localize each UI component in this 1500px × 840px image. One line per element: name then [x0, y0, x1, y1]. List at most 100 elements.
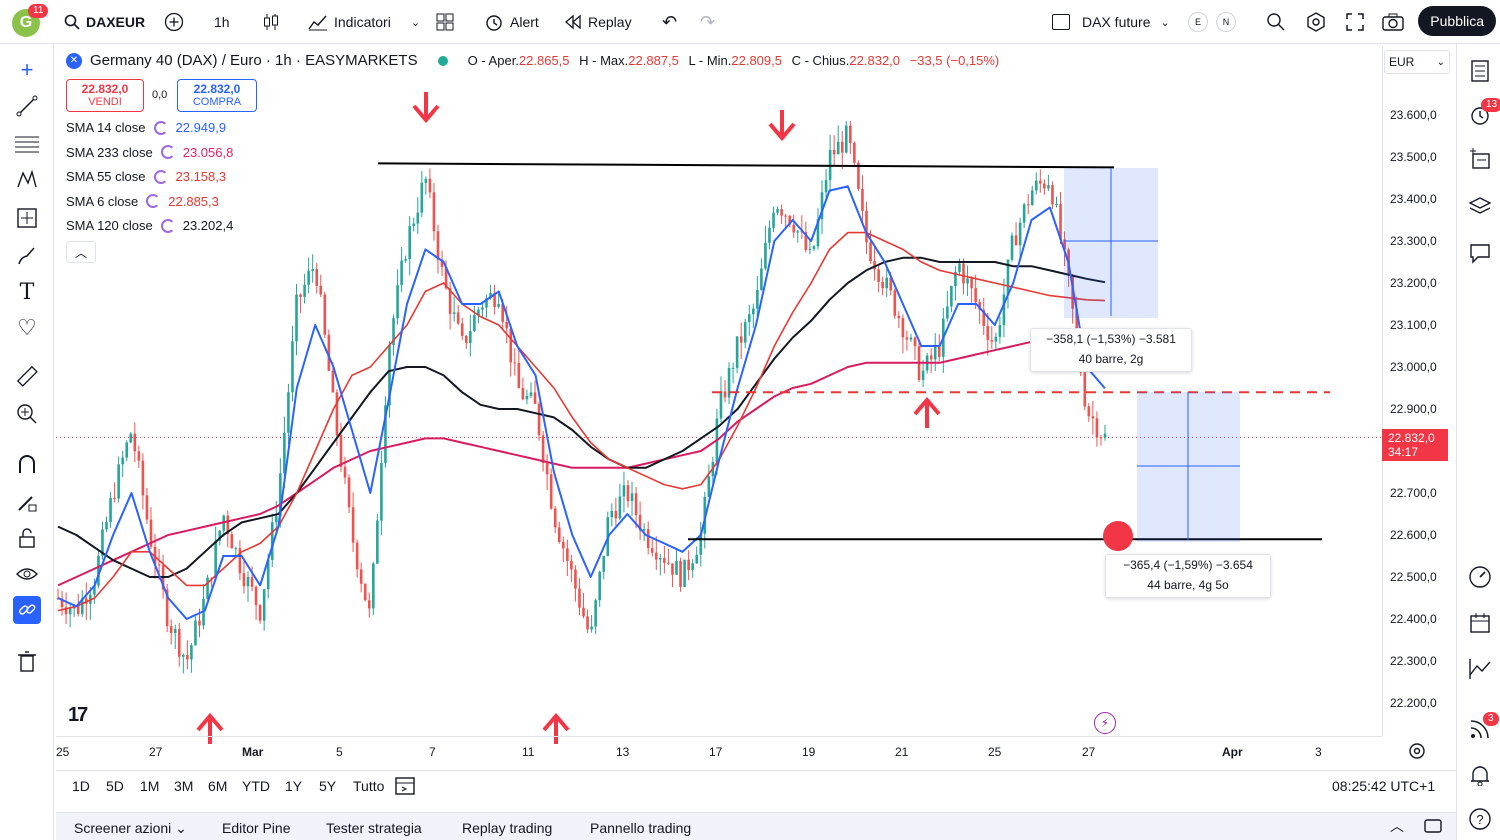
indicators-button[interactable]: Indicatori ⌄: [308, 0, 420, 44]
lightning-icon[interactable]: ⚡: [1094, 712, 1116, 734]
undo-button[interactable]: ↶: [662, 0, 677, 44]
sell-button[interactable]: 22.832,0 VENDI: [66, 79, 144, 112]
settings-button[interactable]: [1306, 0, 1326, 44]
candle-body: [889, 277, 893, 291]
sma-legend-row[interactable]: SMA 233 close 23.056,8: [66, 145, 233, 160]
bottom-tab[interactable]: Screener azioni ⌄: [74, 820, 187, 836]
lock-drawings-tool[interactable]: [13, 524, 41, 552]
redo-button[interactable]: ↷: [700, 0, 715, 44]
range-button[interactable]: 5D: [106, 778, 124, 794]
ideas-button[interactable]: [1467, 656, 1493, 682]
range-button[interactable]: 6M: [208, 778, 228, 794]
alerts-badge: 13: [1481, 98, 1500, 112]
replay-button[interactable]: Replay: [564, 0, 632, 44]
calendar-button[interactable]: [1467, 610, 1493, 636]
candle-body: [493, 293, 496, 307]
time-axis[interactable]: [56, 736, 1382, 768]
range-button[interactable]: 1M: [140, 778, 160, 794]
sma14-line: [57, 185, 1106, 620]
add-symbol-button[interactable]: [164, 0, 184, 44]
collapse-panel-button[interactable]: ︿: [1390, 816, 1404, 836]
trendline-tool[interactable]: [13, 92, 41, 120]
pattern-tool[interactable]: [13, 166, 41, 194]
brush-tool[interactable]: [13, 242, 41, 270]
bottom-tab[interactable]: Pannello trading: [590, 820, 692, 836]
chat-button[interactable]: [1467, 240, 1493, 266]
quick-search-button[interactable]: [1266, 0, 1286, 44]
alert-button[interactable]: Alert: [484, 0, 539, 44]
price-tick-label: 23.500,0: [1390, 150, 1437, 164]
compare-checkbox[interactable]: DAX future ⌄: [1052, 0, 1170, 44]
price-axis[interactable]: [1382, 46, 1456, 736]
compare-symbol-label: DAX future: [1082, 14, 1151, 30]
sma-label: SMA 233 close: [66, 144, 153, 160]
fullscreen-button[interactable]: [1346, 0, 1364, 44]
range-button[interactable]: 3M: [174, 778, 194, 794]
crosshair-tool[interactable]: +: [13, 56, 41, 84]
date-range-button[interactable]: [394, 774, 416, 801]
range-button[interactable]: 5Y: [319, 778, 337, 794]
stay-drawing-tool[interactable]: [13, 488, 41, 516]
e-toggle[interactable]: E: [1188, 0, 1208, 44]
notifications-button[interactable]: [1467, 762, 1493, 788]
snapshot-button[interactable]: [1382, 0, 1404, 44]
price-chart[interactable]: [56, 46, 1454, 768]
chart-type-button[interactable]: [262, 0, 280, 44]
screener-button[interactable]: [1467, 564, 1493, 590]
candle-body: [1051, 185, 1054, 205]
sma-legend-row[interactable]: SMA 120 close 23.202,4: [66, 218, 233, 233]
n-toggle[interactable]: N: [1216, 0, 1236, 44]
time-tick-label: 13: [616, 745, 630, 759]
candle-body: [840, 141, 844, 153]
clock[interactable]: 08:25:42 UTC+1: [1332, 778, 1436, 794]
maximize-panel-button[interactable]: [1424, 818, 1442, 839]
layout-button[interactable]: [436, 0, 454, 44]
bottom-tab[interactable]: Tester strategia: [326, 820, 422, 836]
candle-body: [1030, 190, 1034, 206]
magnet-tool[interactable]: [13, 450, 41, 478]
range-button[interactable]: Tutto: [353, 778, 385, 794]
sync-drawings-tool[interactable]: [13, 596, 41, 624]
ruler-tool[interactable]: [13, 362, 41, 390]
candle-body: [893, 290, 897, 316]
range-button[interactable]: 1D: [72, 778, 90, 794]
replay-label: Replay: [588, 14, 632, 30]
interval-button[interactable]: 1h: [214, 0, 230, 44]
collapse-legend-button[interactable]: ︿: [66, 241, 96, 263]
help-button[interactable]: ?: [1467, 806, 1493, 832]
prediction-tool[interactable]: [13, 204, 41, 232]
layout-grid-icon: [436, 13, 454, 31]
sma-legend-row[interactable]: SMA 14 close 22.949,9: [66, 120, 226, 135]
candle-body: [707, 476, 711, 497]
object-tree-button[interactable]: [1467, 194, 1493, 220]
icon-tool[interactable]: ♡: [13, 314, 41, 342]
axis-settings-button[interactable]: [1408, 742, 1426, 765]
zoom-tool[interactable]: [13, 400, 41, 428]
candle-body: [537, 403, 541, 436]
candle-body: [982, 309, 986, 326]
alerts-panel-button[interactable]: [1467, 102, 1493, 128]
streams-button[interactable]: [1467, 716, 1493, 742]
bottom-tab[interactable]: Editor Pine: [222, 820, 291, 836]
remove-drawings-tool[interactable]: [13, 648, 41, 676]
text-tool[interactable]: T: [13, 278, 41, 306]
publish-button[interactable]: Pubblica: [1418, 6, 1496, 36]
hide-drawings-tool[interactable]: [13, 560, 41, 588]
sma-legend-row[interactable]: SMA 55 close 23.158,3: [66, 169, 226, 184]
fib-tool[interactable]: [13, 130, 41, 158]
time-tick-label: 27: [1082, 745, 1096, 759]
buy-button[interactable]: 22.832,0 COMPRA: [177, 79, 257, 112]
currency-select[interactable]: EUR ⌄: [1384, 50, 1450, 74]
symbol-search-button[interactable]: DAXEUR: [64, 0, 145, 44]
range-button[interactable]: 1Y: [285, 778, 303, 794]
eye-icon: [16, 568, 38, 580]
sma-legend-row[interactable]: SMA 6 close 22.885,3: [66, 194, 219, 209]
data-window-button[interactable]: [1467, 146, 1493, 172]
range-button[interactable]: YTD: [242, 778, 270, 794]
candle-body: [355, 542, 359, 570]
watchlist-button[interactable]: [1467, 58, 1493, 84]
candle-body: [630, 493, 634, 502]
candle-body: [436, 231, 440, 260]
refresh-icon: [153, 120, 168, 135]
bottom-tab[interactable]: Replay trading: [462, 820, 553, 836]
